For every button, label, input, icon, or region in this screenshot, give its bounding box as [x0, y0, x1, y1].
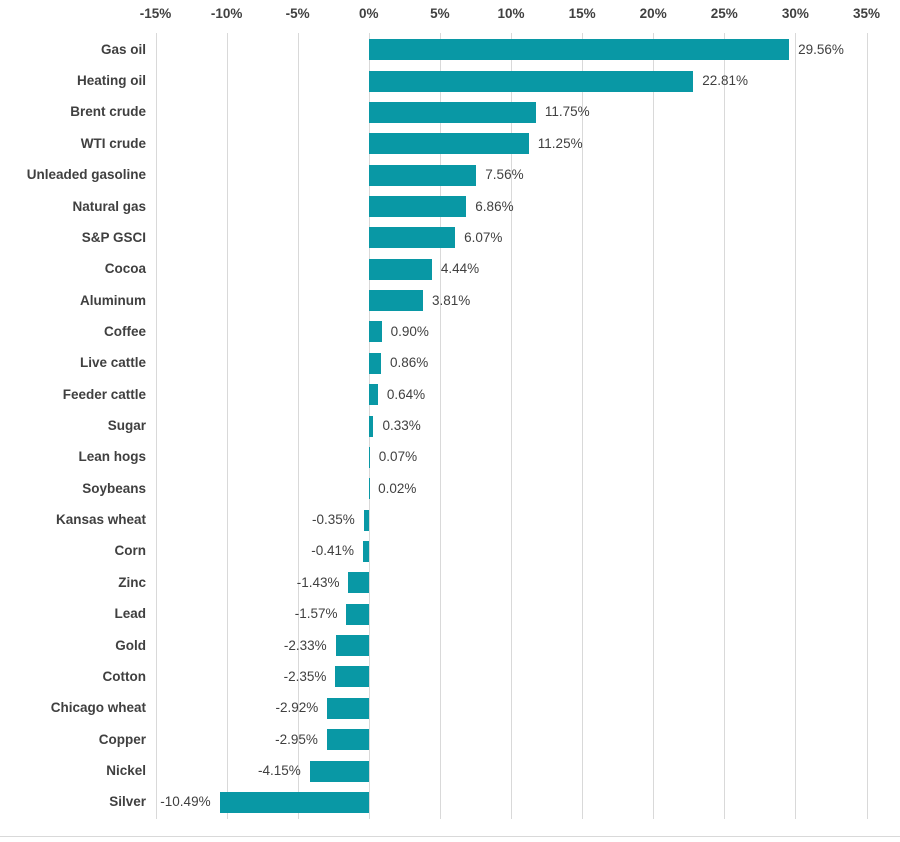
category-label: Zinc: [118, 574, 146, 590]
bar: [368, 101, 536, 123]
bar: [363, 509, 369, 531]
category-label: Natural gas: [72, 198, 146, 214]
value-label: -0.41%: [311, 543, 354, 559]
category-label: Gold: [115, 637, 146, 653]
bar: [368, 446, 370, 468]
bar: [368, 290, 423, 312]
category-label: Brent crude: [70, 104, 146, 120]
x-axis-tick-label: -5%: [285, 6, 310, 21]
category-label: Live cattle: [79, 355, 146, 371]
value-label: -2.33%: [283, 637, 327, 653]
value-label: -0.35%: [312, 512, 355, 528]
category-label: WTI crude: [80, 135, 146, 151]
x-axis-tick-label: -15%: [139, 6, 172, 21]
value-label: -2.35%: [283, 668, 327, 684]
bar: [362, 540, 369, 562]
gridline: [155, 33, 157, 819]
gridline: [724, 33, 726, 819]
x-axis-tick-label: 30%: [781, 6, 809, 21]
value-label: 6.86%: [475, 198, 514, 214]
category-label: Cotton: [102, 668, 146, 684]
value-label: 7.56%: [485, 167, 524, 183]
bar: [309, 760, 369, 782]
category-label: Silver: [109, 794, 146, 810]
gridline: [226, 33, 228, 819]
category-label: Nickel: [106, 763, 146, 778]
value-label: 0.33%: [382, 418, 421, 433]
category-label: Copper: [98, 731, 146, 747]
category-label: Heating oil: [76, 73, 146, 88]
bar: [368, 39, 790, 61]
category-label: Unleaded gasoline: [26, 167, 146, 183]
bar: [346, 603, 369, 625]
bar: [368, 70, 694, 92]
x-axis-tick-label: 10%: [497, 6, 525, 21]
x-axis-tick-label: 35%: [852, 6, 881, 21]
bar: [326, 729, 369, 751]
bar: [368, 321, 382, 343]
bar: [368, 258, 432, 280]
x-axis-tick-label: 20%: [639, 6, 667, 21]
bar: [368, 164, 477, 186]
category-label: Lean hogs: [78, 449, 146, 465]
gridline: [511, 33, 512, 819]
value-label: -2.95%: [275, 731, 318, 747]
category-label: Corn: [114, 543, 147, 559]
gridline: [297, 33, 299, 819]
category-label: Kansas wheat: [55, 512, 146, 528]
x-axis-tick-label: -10%: [210, 6, 243, 21]
value-label: 0.90%: [390, 323, 429, 339]
bottom-border: [0, 836, 900, 837]
value-label: 0.07%: [378, 449, 418, 465]
bar: [335, 635, 369, 656]
value-label: -1.43%: [296, 574, 340, 590]
value-label: 6.07%: [464, 229, 503, 245]
bar: [348, 572, 369, 594]
category-label: S&P GSCI: [81, 229, 146, 245]
x-axis-tick-label: 15%: [568, 6, 596, 21]
gridline: [653, 33, 655, 819]
category-label: Coffee: [103, 323, 146, 339]
value-label: 11.75%: [544, 104, 590, 120]
bar: [368, 384, 378, 406]
bar: [368, 196, 467, 217]
value-label: -2.92%: [275, 700, 319, 716]
value-label: 0.86%: [390, 355, 429, 371]
value-label: 4.44%: [440, 261, 480, 277]
value-label: 3.81%: [432, 292, 471, 308]
category-label: Chicago wheat: [50, 700, 146, 716]
bar: [219, 791, 369, 813]
value-label: -4.15%: [258, 763, 301, 778]
bar: [368, 133, 529, 155]
category-label: Soybeans: [82, 480, 146, 496]
x-axis-tick-label: 25%: [710, 6, 738, 21]
category-label: Lead: [114, 606, 146, 622]
value-label: -10.49%: [160, 794, 211, 810]
gridline: [795, 33, 797, 819]
value-label: 22.81%: [702, 73, 748, 88]
gridline: [866, 33, 868, 819]
value-label: 29.56%: [798, 41, 844, 57]
category-label: Cocoa: [104, 261, 146, 277]
value-label: 0.64%: [386, 386, 426, 402]
bar: [335, 666, 369, 688]
value-label: 11.25%: [537, 135, 583, 151]
value-label: -1.57%: [294, 606, 338, 622]
bar: [368, 352, 382, 374]
x-axis-tick-label: 0%: [359, 6, 379, 21]
bar: [327, 697, 369, 719]
category-label: Feeder cattle: [62, 386, 146, 402]
gridline: [439, 33, 441, 819]
x-axis-tick-label: 5%: [430, 6, 450, 21]
category-label: Aluminum: [80, 292, 146, 308]
bar: [368, 415, 374, 437]
gridline: [582, 33, 584, 819]
value-label: 0.02%: [378, 480, 417, 496]
category-label: Gas oil: [100, 41, 146, 57]
category-label: Sugar: [107, 418, 146, 433]
bar: [368, 227, 456, 249]
